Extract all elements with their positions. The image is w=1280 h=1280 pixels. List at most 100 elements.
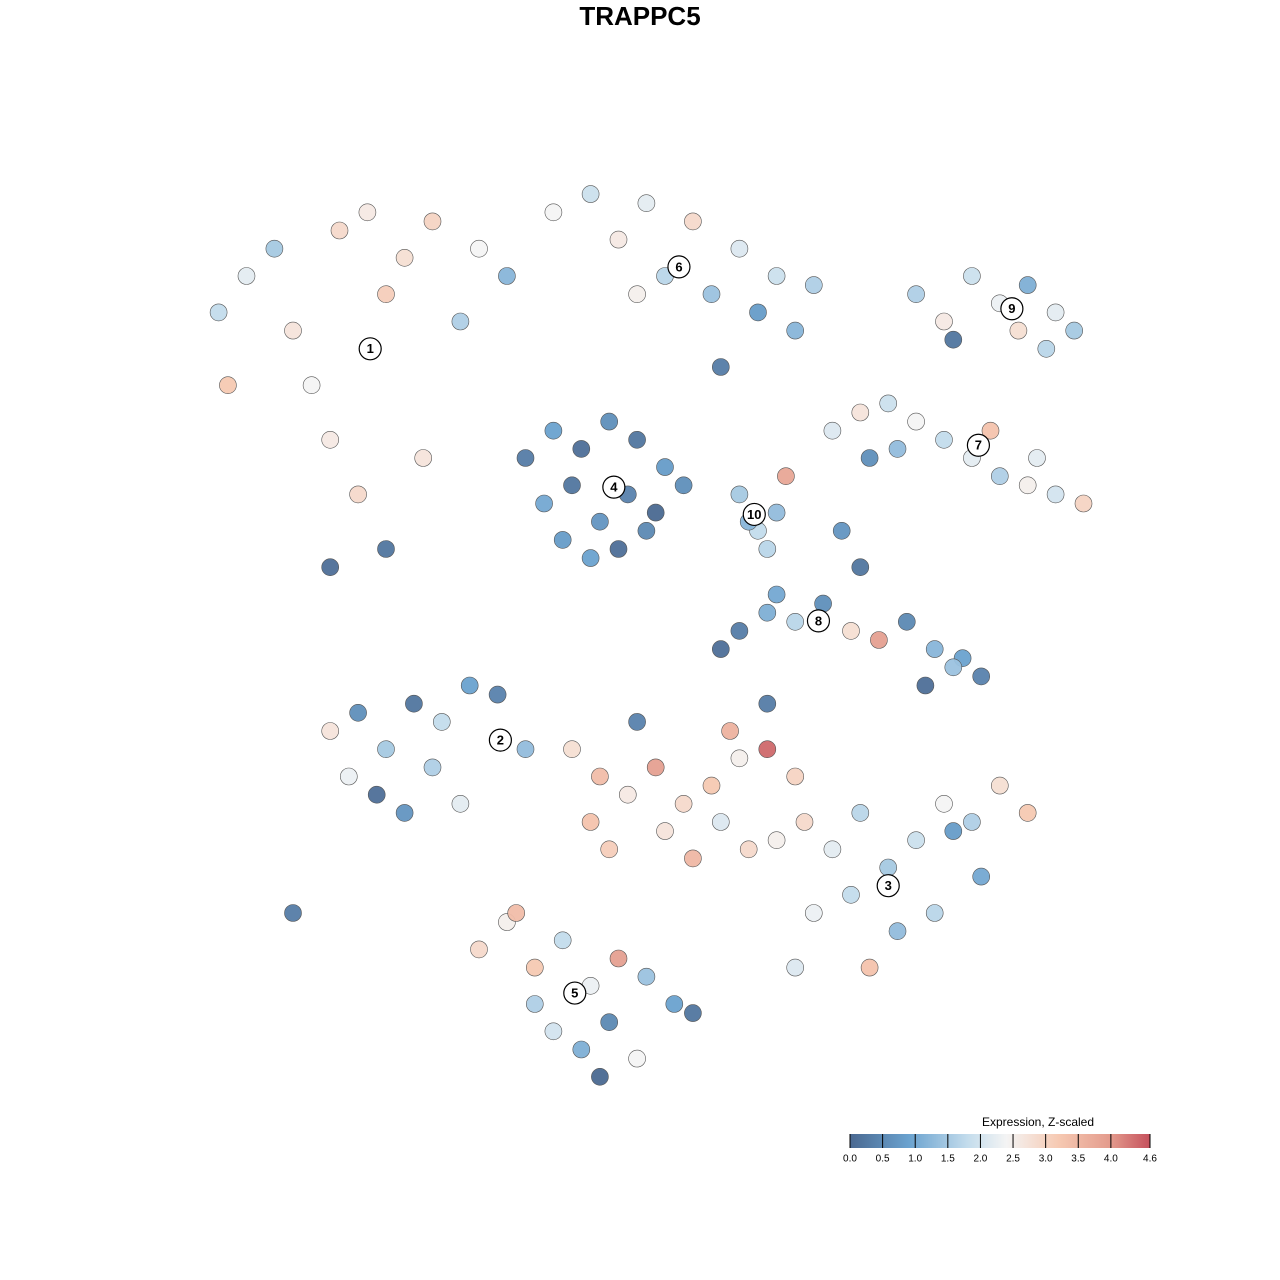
colorbar-tick-label: 0.5 [876, 1154, 890, 1165]
point [684, 1004, 702, 1022]
point [944, 330, 963, 349]
point [321, 430, 340, 449]
point [897, 612, 916, 631]
point [860, 958, 879, 977]
point [786, 958, 805, 977]
point [395, 248, 414, 267]
point [804, 276, 823, 294]
point [767, 267, 786, 285]
point [1046, 485, 1065, 504]
point [702, 776, 721, 795]
point [460, 676, 479, 695]
point [842, 885, 860, 904]
point [377, 540, 395, 558]
point [646, 758, 665, 777]
point [1037, 339, 1056, 358]
point [925, 904, 944, 922]
point [563, 740, 581, 759]
point [832, 521, 851, 540]
point [851, 403, 870, 422]
point [870, 631, 888, 649]
cluster-marker [358, 337, 382, 361]
point [609, 230, 628, 249]
cluster-marker [667, 255, 691, 279]
point [851, 804, 870, 822]
point [470, 239, 488, 258]
point [451, 312, 470, 331]
point [377, 285, 395, 304]
colorbar-tick-label: 0.0 [843, 1154, 857, 1165]
point [758, 740, 777, 759]
point [525, 958, 544, 977]
point [377, 740, 395, 759]
points [209, 185, 1093, 1086]
point [935, 312, 953, 331]
point [916, 676, 935, 695]
colorbar-tick-label: 2.5 [1006, 1154, 1020, 1165]
point [321, 558, 340, 577]
point [888, 440, 907, 458]
point [665, 995, 684, 1013]
point [888, 922, 907, 941]
point [730, 622, 749, 640]
point [730, 239, 749, 258]
point [544, 203, 563, 222]
colorbar-tick-label: 3.5 [1071, 1154, 1085, 1165]
cluster-marker [563, 981, 587, 1005]
point [981, 421, 1000, 440]
point [581, 813, 600, 831]
point [944, 658, 963, 677]
point [321, 722, 340, 740]
point [423, 758, 442, 777]
point [944, 822, 963, 840]
point [786, 321, 805, 340]
cluster-label: 8 [815, 613, 822, 628]
point [544, 421, 563, 440]
cluster-label: 1 [367, 341, 374, 356]
point [358, 203, 377, 222]
cluster-marker [488, 728, 512, 752]
point [1046, 303, 1065, 322]
point [907, 831, 925, 850]
point [767, 831, 786, 850]
cluster-label: 2 [497, 733, 504, 748]
point [851, 558, 870, 577]
point [395, 804, 414, 822]
point [628, 430, 646, 449]
point [265, 239, 284, 258]
point [1018, 476, 1037, 495]
point [646, 503, 665, 522]
point [842, 622, 860, 640]
point [209, 303, 228, 322]
point [535, 494, 553, 513]
point [758, 694, 777, 713]
point [609, 949, 628, 968]
point [451, 794, 470, 813]
point [618, 785, 637, 804]
point [628, 285, 646, 304]
point [600, 412, 619, 431]
point [339, 767, 358, 786]
point [302, 376, 321, 395]
point [702, 285, 721, 304]
point [972, 867, 991, 886]
point [711, 358, 730, 376]
point [572, 1040, 591, 1059]
point [591, 512, 609, 531]
point [628, 1049, 646, 1068]
point [730, 749, 749, 768]
colorbar-tick-label: 4.0 [1104, 1154, 1118, 1165]
point [879, 394, 898, 413]
point [767, 503, 786, 522]
cluster-label: 6 [675, 259, 682, 274]
point [237, 267, 256, 285]
point [990, 776, 1009, 795]
point [823, 840, 842, 859]
point [553, 531, 572, 549]
point [432, 713, 451, 731]
point [777, 467, 795, 486]
cluster-label: 7 [975, 438, 982, 453]
point [1018, 276, 1037, 294]
